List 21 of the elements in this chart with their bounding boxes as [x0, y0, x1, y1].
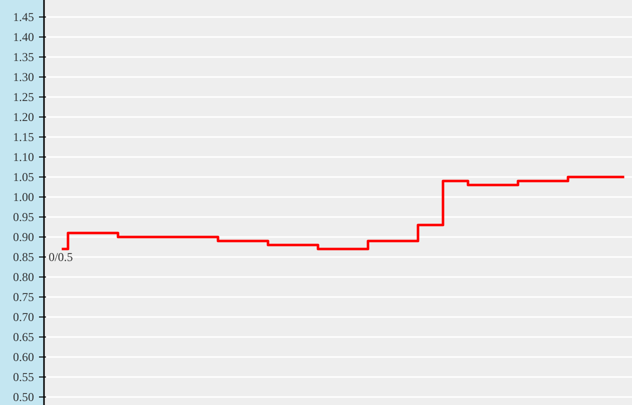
y-tick-label: 1.45	[13, 10, 34, 24]
y-tick-label: 0.55	[13, 370, 34, 384]
y-tick-label: 0.85	[13, 250, 34, 264]
y-tick-label: 1.40	[13, 30, 34, 44]
y-tick-label: 1.10	[13, 150, 34, 164]
y-tick-label: 0.60	[13, 350, 34, 364]
y-tick-label: 0.50	[13, 390, 34, 404]
y-tick-label: 1.25	[13, 90, 34, 104]
y-tick-label: 1.35	[13, 50, 34, 64]
y-tick-label: 0.90	[13, 230, 34, 244]
y-tick-label: 1.00	[13, 190, 34, 204]
y-tick-label: 1.30	[13, 70, 34, 84]
y-tick-label: 1.15	[13, 130, 34, 144]
annotation: 0/0.5	[48, 250, 73, 264]
y-tick-label: 1.20	[13, 110, 34, 124]
y-tick-label: 1.05	[13, 170, 34, 184]
y-tick-label: 0.95	[13, 210, 34, 224]
y-tick-label: 0.75	[13, 290, 34, 304]
y-tick-label: 0.80	[13, 270, 34, 284]
y-tick-label: 0.65	[13, 330, 34, 344]
y-tick-label: 0.70	[13, 310, 34, 324]
